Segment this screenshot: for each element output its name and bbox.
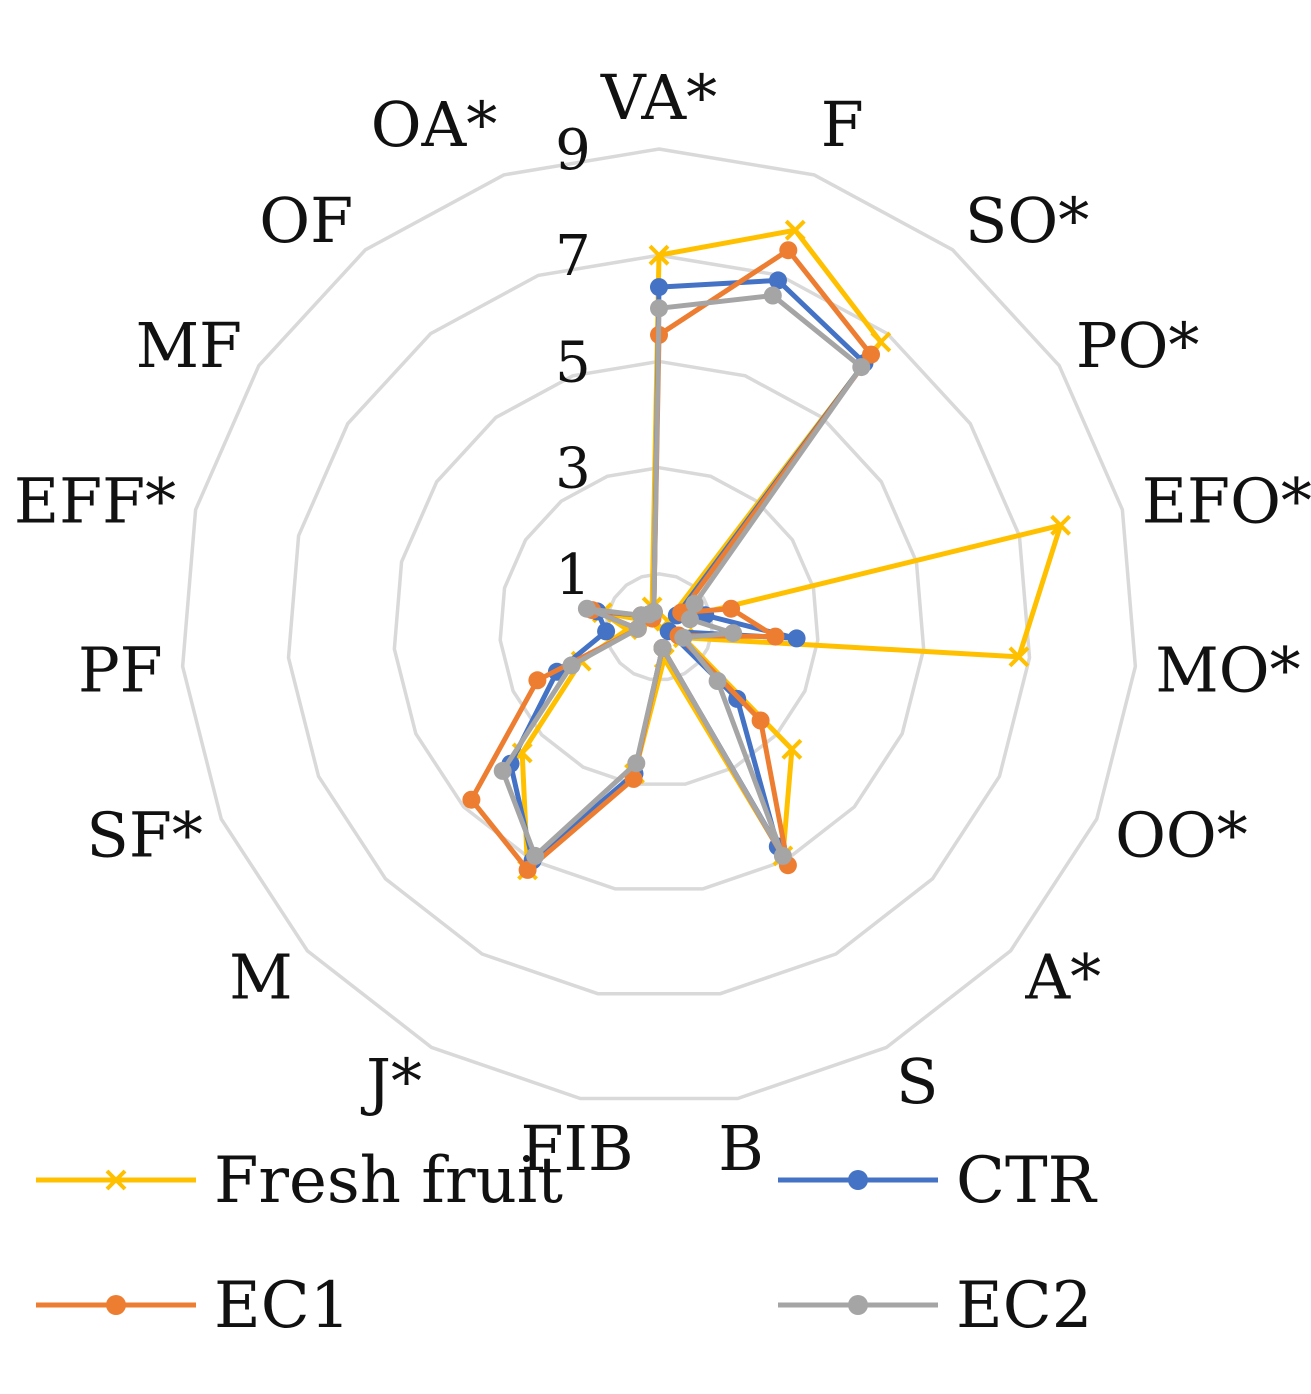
series-group — [462, 219, 1072, 881]
series-line-ec1 — [468, 247, 874, 873]
point-ec2-fib — [627, 754, 646, 773]
axis-label-a-star: A* — [1024, 941, 1101, 1014]
point-ec2-va-star — [650, 299, 668, 318]
point-ec2-oa-star — [644, 602, 663, 621]
point-ec1-m — [462, 790, 481, 809]
grid-ring-5 — [392, 359, 926, 891]
point-fresh-fruit-mo-star — [1008, 646, 1030, 668]
legend-item-ctr: CTR — [778, 1144, 1098, 1218]
point-fresh-fruit-f — [784, 219, 806, 241]
axis-label-b: B — [718, 1112, 764, 1185]
tick-label-3: 3 — [555, 437, 591, 502]
legend-label-fresh-fruit: Fresh fruit — [214, 1144, 563, 1218]
point-ec1-j-star — [518, 860, 537, 879]
point-ec2-b — [653, 639, 672, 657]
point-ec1-a-star — [751, 711, 770, 730]
legend: Fresh fruit CTR EC1 EC2 — [36, 1144, 1098, 1343]
legend-marker-fresh-fruit — [105, 1169, 127, 1191]
point-ec2-eff-star — [577, 599, 596, 618]
legend-marker-ec1 — [106, 1295, 126, 1315]
axis-label-mo-star: MO* — [1155, 634, 1300, 707]
axis-label-m: M — [229, 941, 292, 1014]
point-ec1-so-star — [862, 345, 880, 364]
point-fresh-fruit-efo-star — [1050, 514, 1072, 536]
axis-label-f: F — [821, 88, 864, 161]
radar-grid — [180, 147, 1138, 1101]
tick-label-5: 5 — [555, 330, 591, 395]
point-ec1-fib — [624, 769, 643, 788]
legend-label-ec1: EC1 — [214, 1269, 350, 1343]
axis-label-oa-star: OA* — [371, 88, 498, 161]
axis-label-eff-star: EFF* — [14, 464, 176, 537]
point-ctr-f — [769, 271, 787, 290]
axis-label-so-star: SO* — [965, 184, 1089, 257]
point-ec2-oo-star — [674, 628, 693, 647]
point-fresh-fruit-a-star — [781, 738, 803, 760]
point-ec2-f — [763, 286, 782, 305]
point-ctr-mo-star — [787, 629, 806, 648]
legend-item-ec1: EC1 — [36, 1269, 350, 1343]
point-ec2-m — [493, 761, 512, 780]
grid-ring-3 — [498, 465, 820, 786]
legend-label-ec2: EC2 — [956, 1269, 1092, 1343]
series-ec2 — [493, 286, 871, 865]
legend-marker-ctr — [848, 1170, 868, 1190]
axis-label-va-star: VA* — [600, 61, 717, 134]
tick-label-7: 7 — [555, 224, 591, 289]
axis-label-fib: FIB — [520, 1112, 633, 1185]
point-ec2-efo-star — [680, 610, 699, 629]
grid-ring-7 — [286, 253, 1032, 996]
point-ec2-po-star — [685, 594, 704, 613]
tick-label-1: 1 — [555, 543, 591, 608]
axis-label-of: OF — [259, 184, 353, 257]
axis-label-mf: MF — [136, 309, 243, 382]
series-fresh-fruit — [511, 219, 1072, 881]
point-ec2-j-star — [526, 846, 545, 865]
axis-labels: VA* F SO* PO* EFO* MO* OO*A* S B FIB J* M SF* PF EFF* M… — [14, 61, 1311, 1185]
point-ec1-efo-star — [722, 599, 741, 618]
point-fresh-fruit-va-star — [648, 244, 670, 266]
legend-item-ec2: EC2 — [778, 1269, 1092, 1343]
legend-marker-ec2 — [848, 1295, 868, 1315]
point-ec2-s — [773, 846, 792, 865]
point-ec2-mo-star — [724, 624, 743, 643]
axis-label-po-star: PO* — [1076, 309, 1200, 382]
axis-label-s: S — [896, 1045, 938, 1118]
point-ec2-sf-star — [562, 656, 581, 675]
axis-label-sf-star: SF* — [86, 798, 203, 871]
tick-label-9: 9 — [555, 118, 591, 183]
axis-label-efo-star: EFO* — [1142, 464, 1311, 537]
axis-label-oo-star: OO* — [1115, 798, 1248, 871]
legend-item-fresh-fruit: Fresh fruit — [36, 1144, 563, 1218]
point-ec2-a-star — [708, 672, 727, 690]
point-ctr-va-star — [650, 278, 668, 297]
axis-label-pf: PF — [78, 634, 163, 707]
grid-ring-9 — [180, 147, 1138, 1101]
point-ec2-so-star — [852, 358, 871, 377]
point-ec1-sf-star — [528, 671, 547, 690]
tick-labels: 1 3 5 7 9 — [555, 118, 591, 608]
point-ec1-f — [779, 241, 798, 260]
point-ec1-mo-star — [766, 627, 785, 646]
point-ctr-pf — [597, 622, 616, 641]
axis-label-j-star: J* — [360, 1045, 422, 1118]
legend-label-ctr: CTR — [956, 1144, 1098, 1218]
